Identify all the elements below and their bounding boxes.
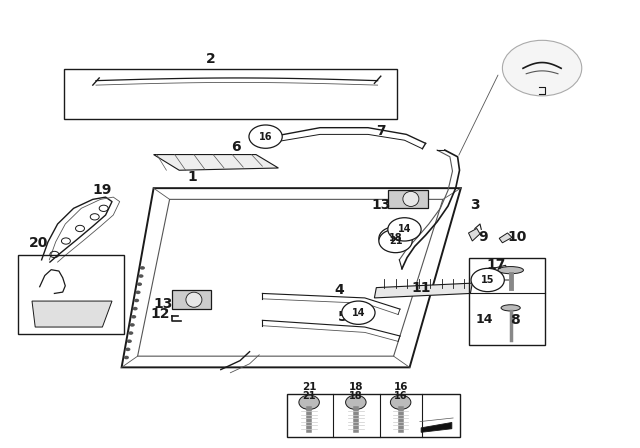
Ellipse shape (186, 292, 202, 307)
Text: 13: 13 (154, 297, 173, 311)
Bar (469, 258, 545, 345)
Text: 14: 14 (351, 308, 365, 318)
Ellipse shape (403, 191, 419, 207)
Text: 6: 6 (230, 140, 241, 154)
Text: 10: 10 (508, 229, 527, 244)
Text: 21: 21 (388, 236, 403, 246)
Circle shape (127, 340, 132, 343)
Bar (18, 255, 124, 334)
Circle shape (502, 40, 582, 96)
Text: 13: 13 (371, 198, 390, 212)
Circle shape (130, 323, 135, 327)
Text: 21: 21 (302, 392, 316, 401)
Circle shape (131, 315, 136, 319)
Circle shape (137, 282, 142, 286)
Circle shape (379, 227, 412, 250)
Text: 12: 12 (150, 306, 170, 321)
Text: 16: 16 (394, 382, 408, 392)
Circle shape (346, 395, 366, 409)
Text: 18: 18 (388, 233, 403, 243)
Circle shape (342, 301, 375, 324)
Circle shape (138, 274, 143, 278)
Text: 19: 19 (93, 183, 112, 198)
Text: 17: 17 (486, 258, 506, 272)
Text: 18: 18 (349, 382, 363, 392)
Circle shape (388, 218, 421, 241)
Text: 16: 16 (259, 132, 273, 142)
Text: 21: 21 (302, 382, 316, 392)
Circle shape (299, 395, 319, 409)
Text: 18: 18 (349, 392, 363, 401)
Polygon shape (499, 233, 512, 243)
Text: 20: 20 (29, 236, 48, 250)
Text: 16: 16 (394, 392, 408, 401)
Polygon shape (468, 228, 480, 241)
Text: 7: 7 (376, 124, 386, 138)
Circle shape (132, 307, 138, 310)
Text: 4: 4 (334, 283, 344, 297)
Polygon shape (421, 422, 452, 432)
Text: 5: 5 (337, 310, 348, 324)
Polygon shape (154, 155, 278, 170)
Text: 2: 2 (206, 52, 216, 66)
Bar (287, 394, 460, 437)
Ellipse shape (501, 305, 520, 311)
Circle shape (125, 348, 131, 351)
Text: 8: 8 (510, 313, 520, 327)
Circle shape (124, 356, 129, 359)
Circle shape (390, 395, 411, 409)
Circle shape (471, 268, 504, 292)
Text: 1: 1 (187, 170, 197, 184)
Circle shape (140, 266, 145, 270)
Bar (64, 69, 397, 119)
Text: 14: 14 (476, 313, 493, 326)
Text: 9: 9 (478, 229, 488, 244)
Text: 15: 15 (481, 275, 495, 285)
Circle shape (379, 229, 412, 253)
Bar (388, 190, 428, 208)
Circle shape (249, 125, 282, 148)
Bar (172, 290, 211, 309)
Text: 14: 14 (397, 224, 412, 234)
Circle shape (136, 291, 141, 294)
Text: 11: 11 (412, 280, 431, 295)
Circle shape (134, 299, 139, 302)
Ellipse shape (498, 267, 524, 274)
Circle shape (128, 331, 133, 335)
Polygon shape (492, 265, 508, 274)
Polygon shape (32, 301, 112, 327)
Text: 3: 3 (470, 198, 480, 212)
Text: 15: 15 (476, 269, 493, 282)
Polygon shape (374, 283, 472, 298)
